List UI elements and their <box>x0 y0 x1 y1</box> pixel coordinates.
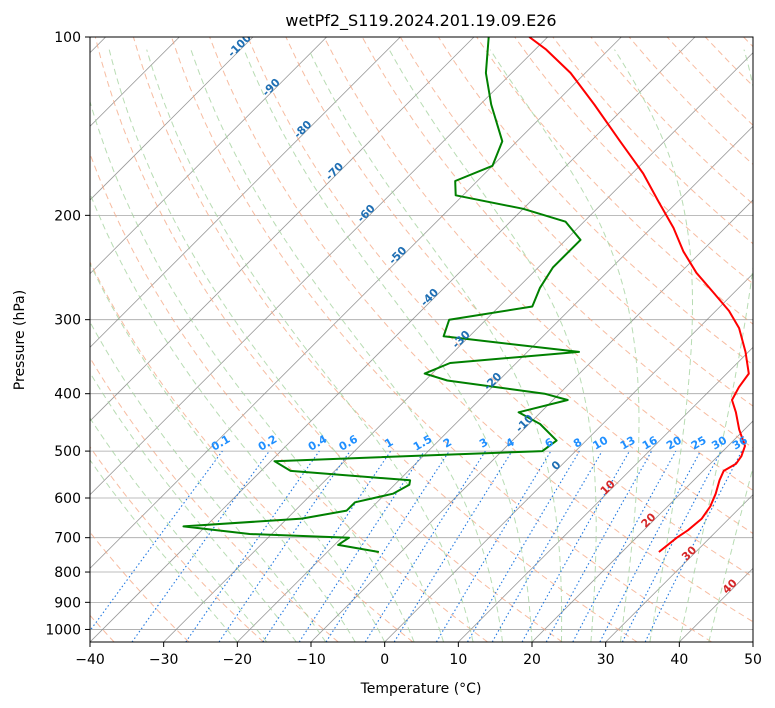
moist-adiabat-line <box>90 99 415 642</box>
isotherm-line <box>237 125 753 642</box>
x-tick-label: 10 <box>449 652 467 668</box>
dry-adiabat-line <box>90 260 414 642</box>
isotherm-line <box>90 37 622 569</box>
plot-frame <box>89 36 754 643</box>
moist-adiabat-line <box>388 49 597 642</box>
moist-adiabat-line <box>90 417 268 642</box>
moist-adiabat-line <box>489 49 640 642</box>
x-tick-label: −30 <box>149 652 179 668</box>
x-tick-label: 40 <box>670 652 688 668</box>
x-tick-label: −20 <box>223 652 253 668</box>
mixing-ratio-line <box>393 450 513 642</box>
x-tick-label: 20 <box>523 652 541 668</box>
mixing-ratio-line <box>262 450 392 642</box>
dry-adiabat-line <box>476 37 753 325</box>
x-tick-label: 50 <box>744 652 762 668</box>
isotherm-line <box>90 37 254 201</box>
y-tick-label: 700 <box>54 531 81 547</box>
background-lines <box>90 37 753 642</box>
isotherm-line <box>605 494 753 642</box>
chart-title: wetPf2_S119.2024.201.19.09.E26 <box>285 11 556 31</box>
mixing-ratio-line <box>644 450 743 642</box>
moist-adiabat-line <box>678 49 753 642</box>
mixing-ratio-line <box>298 450 425 642</box>
isotherm-line <box>384 273 753 642</box>
dry-adiabat-line <box>171 37 712 642</box>
moist-adiabat-line <box>614 49 693 642</box>
dry-adiabat-line <box>132 37 638 642</box>
y-tick-label: 1000 <box>45 622 81 638</box>
x-tick-label: 0 <box>380 652 389 668</box>
dry-adiabat-line <box>94 37 563 642</box>
y-tick-label: 100 <box>54 30 81 46</box>
dewpoint-profile-line <box>182 37 582 553</box>
mixing-ratio-line <box>185 450 320 642</box>
dry-adiabat-line <box>285 37 753 535</box>
moist-adiabat-line <box>146 49 474 642</box>
x-tick-label: 30 <box>597 652 615 668</box>
moist-adiabat-line <box>243 49 533 642</box>
moist-adiabat-line <box>90 371 297 642</box>
moist-adiabat-line <box>308 49 563 642</box>
x-axis-title: Temperature (°C) <box>360 681 482 697</box>
moist-adiabat-line <box>90 459 238 642</box>
y-tick-label: 900 <box>54 595 81 611</box>
mixing-ratio-line <box>325 450 450 642</box>
moist-adiabat-line <box>708 465 753 642</box>
y-tick-label: 500 <box>54 444 81 460</box>
axes: −40 −30 −20 −10 0 10 20 30 40 50 100 200 300 400 500 60… <box>45 30 762 668</box>
moist-adiabat-line <box>190 49 503 642</box>
moist-adiabat-line <box>108 49 445 642</box>
mixing-ratio-line <box>131 450 270 642</box>
mixing-ratio-line <box>572 450 677 642</box>
y-axis-title: Pressure (hPa) <box>12 290 28 390</box>
isotherm-line <box>90 37 548 496</box>
mixing-ratio-line <box>218 450 351 642</box>
isotherm-line <box>90 37 696 642</box>
moist-adiabat-line <box>90 321 327 642</box>
dry-adiabat-line <box>90 356 339 642</box>
dry-adiabat-line <box>90 446 264 642</box>
y-tick-label: 400 <box>54 387 81 403</box>
dry-adiabat-line <box>209 37 753 623</box>
dry-adiabat-line <box>323 37 753 491</box>
y-tick-label: 800 <box>54 565 81 581</box>
mixing-ratio-line <box>545 450 653 642</box>
profile-curves <box>182 37 750 553</box>
isotherm-line <box>458 346 753 642</box>
isotherm-line <box>90 37 327 275</box>
moist-adiabat-line <box>90 262 356 642</box>
dry-adiabat-line <box>514 37 753 285</box>
isotherm-line <box>90 37 401 348</box>
y-tick-label: 600 <box>54 491 81 507</box>
temperature-profile-line <box>528 37 750 553</box>
y-tick-label: 200 <box>54 208 81 224</box>
x-tick-label: −10 <box>296 652 326 668</box>
isotherm-line <box>531 420 753 642</box>
mixing-ratio-line <box>521 450 630 642</box>
y-tick-label: 300 <box>54 313 81 329</box>
isotherm-line <box>90 37 475 422</box>
x-tick-label: −40 <box>75 652 105 668</box>
dry-adiabat-line <box>247 37 753 578</box>
mixing-ratio-line <box>90 450 223 632</box>
